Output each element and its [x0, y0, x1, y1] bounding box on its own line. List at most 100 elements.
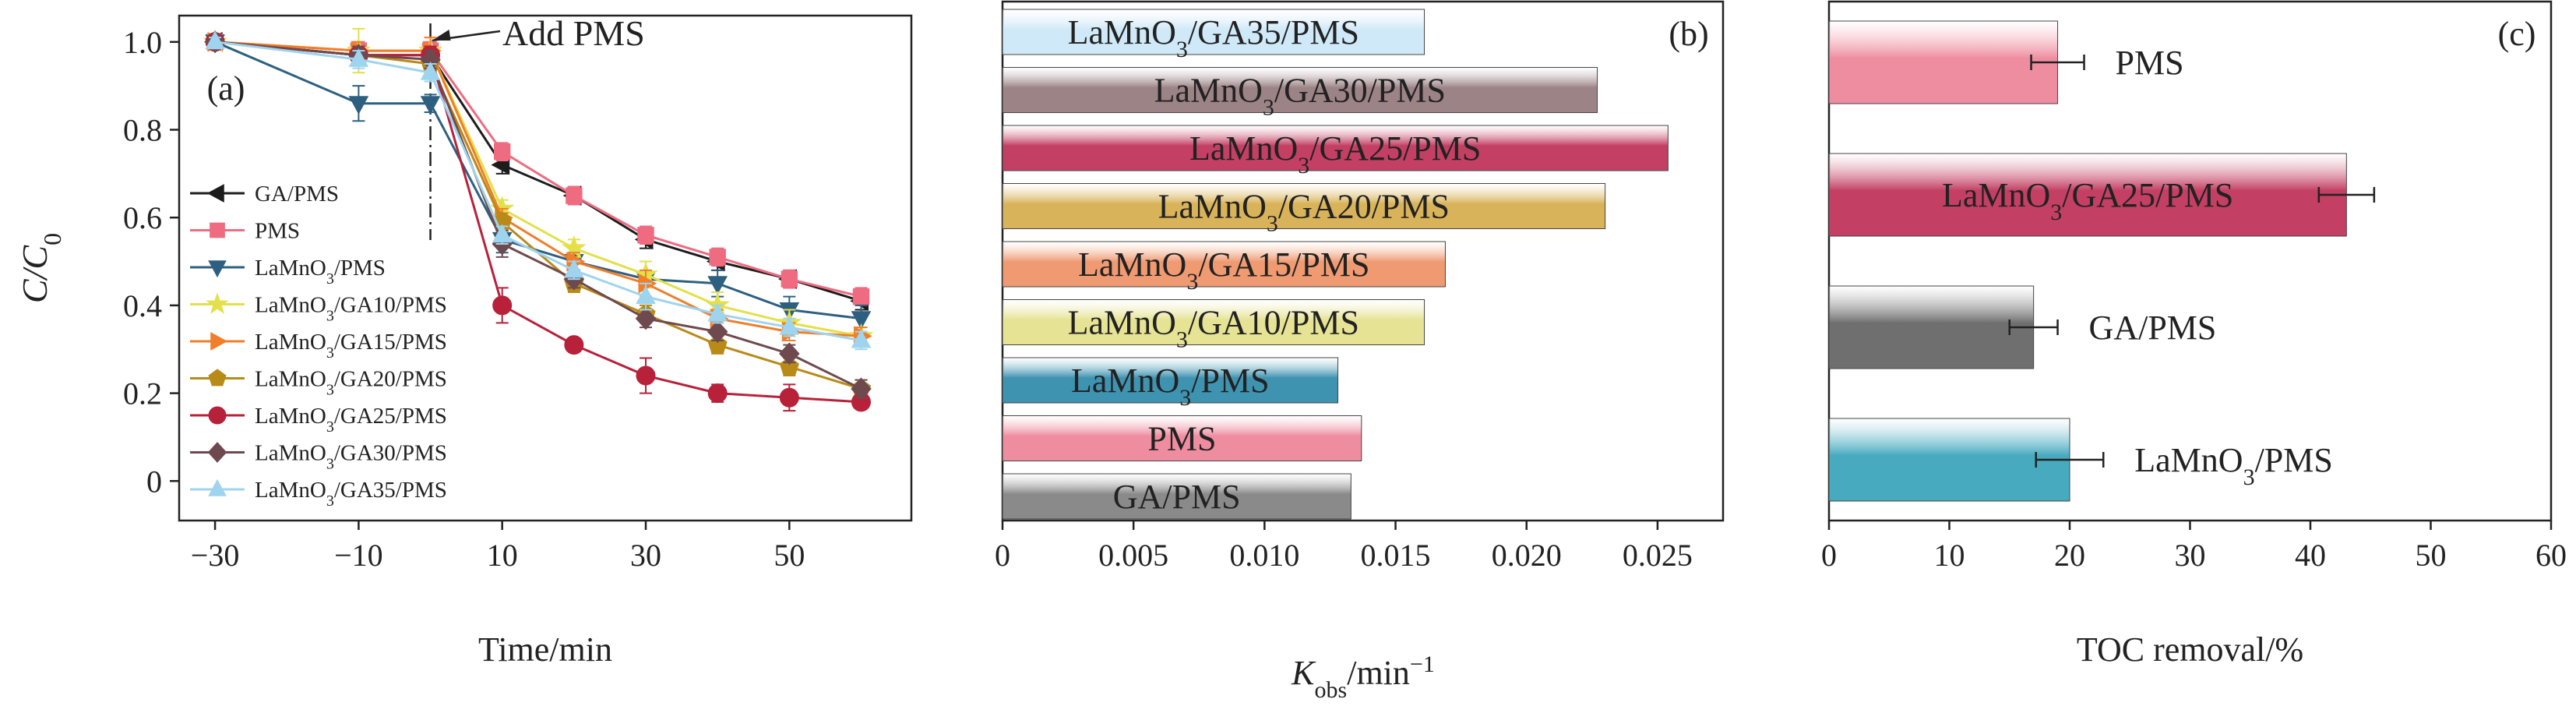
x-tick-label-a: −10	[334, 538, 383, 573]
x-tick-label-a: 30	[630, 538, 661, 573]
x-axis-title-sup: −1	[1410, 651, 1435, 677]
legend-a: GA/PMSPMSLaMnO3/PMSLaMnO3/GA10/PMSLaMnO3…	[190, 182, 447, 510]
bar-label: LaMnO3/GA25/PMS	[1189, 129, 1481, 178]
bar-label-main: GA/PMS	[1113, 478, 1241, 516]
bar-label-main: PMS	[2116, 44, 2184, 82]
bar-label: LaMnO3/PMS	[1071, 362, 1270, 411]
data-point	[636, 285, 656, 305]
y-axis-title-main: C/C	[15, 245, 55, 303]
bar-label-main: LaMnO	[1068, 304, 1176, 342]
legend-label-sub: 3	[326, 270, 334, 288]
x-tick-label: 0	[1821, 538, 1837, 573]
x-tick-label: 0.010	[1229, 538, 1299, 573]
bar	[1828, 418, 2070, 502]
x-tick-label: 0.020	[1492, 538, 1562, 573]
y-tick-label-a: 0.6	[123, 200, 162, 235]
legend-label: LaMnO3/GA15/PMS	[255, 330, 447, 362]
bar-label-rest: /GA25/PMS	[2062, 176, 2233, 214]
bar	[1002, 67, 1598, 113]
data-point	[205, 30, 225, 50]
bar-lamno3-ga25-pms: LaMnO3/GA25/PMS	[1002, 125, 1669, 178]
legend-marker	[208, 406, 227, 425]
bar-label-main: LaMnO	[1154, 72, 1263, 110]
x-tick-label: 50	[2416, 538, 2447, 573]
bar	[1002, 9, 1425, 55]
bar	[1002, 241, 1446, 288]
legend-label: LaMnO3/GA20/PMS	[255, 367, 447, 399]
legend-marker	[207, 442, 227, 463]
x-tick-label-a: −30	[191, 538, 240, 573]
bar-label-sub: 3	[1298, 153, 1309, 178]
bar-label-rest: /PMS	[1191, 362, 1269, 400]
x-axis-title-rest: /min	[1347, 654, 1410, 692]
bar-label-sub: 3	[2050, 199, 2062, 225]
bar-label-main: LaMnO	[1189, 129, 1298, 168]
panel-b-bar-chart: 0 0.005 0.010 0.015 0.020 0.025(b)LaMnO3/GA35…	[995, 0, 1725, 703]
bar-label-rest: /GA10/PMS	[1188, 304, 1359, 342]
data-point	[635, 307, 657, 330]
legend-label-sub: 3	[326, 344, 334, 362]
bar-label-main: LaMnO	[1078, 245, 1186, 284]
legend-marker	[210, 222, 225, 238]
bar	[1002, 473, 1351, 520]
x-tick-label: 0.025	[1623, 538, 1693, 573]
legend-label: LaMnO3/GA10/PMS	[255, 293, 447, 325]
bar	[1002, 299, 1425, 345]
legend-marker	[210, 332, 228, 351]
bar-label-rest: /GA35/PMS	[1188, 13, 1359, 51]
bar-label: PMS	[2116, 44, 2184, 82]
bar-label-sub: 3	[1267, 210, 1278, 236]
data-point	[707, 276, 728, 295]
legend-label-rest: /GA35/PMS	[334, 478, 447, 503]
panel-label: (c)	[2498, 15, 2536, 53]
data-point	[566, 187, 583, 204]
data-point	[779, 387, 799, 408]
x-tick-label: 0.005	[1098, 538, 1168, 573]
x-tick-label: 0.015	[1361, 538, 1431, 573]
bar-label-main: PMS	[1147, 420, 1216, 458]
bar-pms: PMS	[1828, 20, 2184, 104]
bar	[1002, 183, 1606, 229]
panel-a-line-chart: −30 −10 10 30 5000.20.40.60.81.0Time/minC/C0…	[15, 13, 913, 669]
data-point	[637, 227, 654, 244]
bar	[1828, 20, 2059, 104]
bar-lamno3-ga25-pms: LaMnO3/GA25/PMS	[1828, 153, 2376, 237]
legend-label: LaMnO3/PMS	[255, 256, 386, 288]
legend-label: GA/PMS	[255, 182, 339, 207]
legend-label-rest: /GA10/PMS	[334, 293, 447, 318]
bar-label-main: LaMnO	[1071, 362, 1179, 400]
bar-lamno3-ga20-pms: LaMnO3/GA20/PMS	[1002, 183, 1606, 236]
legend-label-main: LaMnO	[255, 478, 326, 503]
legend-marker	[208, 478, 227, 496]
bar-label-sub: 3	[1186, 269, 1198, 295]
y-axis-title-a: C/C0	[15, 233, 66, 303]
legend-label-rest: /PMS	[334, 256, 386, 281]
x-tick-label-a: 50	[774, 538, 805, 573]
bar-label-rest: /GA25/PMS	[1309, 129, 1481, 168]
bar-label: LaMnO3/GA35/PMS	[1068, 13, 1359, 62]
bar-lamno3-ga35-pms: LaMnO3/GA35/PMS	[1002, 9, 1425, 62]
legend-label-rest: /GA20/PMS	[334, 367, 447, 392]
add-pms-annotation: Add PMS	[502, 13, 645, 53]
x-tick-label: 0	[995, 538, 1010, 573]
bar-label-sub: 3	[1176, 327, 1188, 352]
y-tick-label-a: 0.2	[123, 376, 162, 411]
x-axis-title-sub: obs	[1315, 677, 1348, 703]
legend-label-main: GA/PMS	[255, 182, 339, 207]
legend-label-sub: 3	[326, 492, 334, 510]
x-tick-label: 30	[2175, 538, 2206, 573]
bar-label: LaMnO3/GA30/PMS	[1154, 72, 1446, 121]
bar-label-main: LaMnO	[1942, 176, 2050, 214]
bar	[1002, 415, 1362, 461]
panel-c-bar-chart: 0 10 20 30 40 50 60(c)PMSLaMnO3/GA25/PMSGA/PMS…	[1821, 0, 2567, 669]
x-tick-label: 20	[2054, 538, 2085, 573]
legend-label: LaMnO3/GA30/PMS	[255, 441, 447, 473]
bar-label-rest: /GA20/PMS	[1278, 188, 1450, 226]
legend-label: PMS	[255, 219, 300, 244]
panel-label-a: (a)	[207, 69, 245, 108]
legend-marker	[208, 369, 227, 387]
x-tick-label: 10	[1934, 538, 1965, 573]
legend-label-rest: /GA15/PMS	[334, 330, 447, 355]
legend-label-main: PMS	[255, 219, 300, 244]
